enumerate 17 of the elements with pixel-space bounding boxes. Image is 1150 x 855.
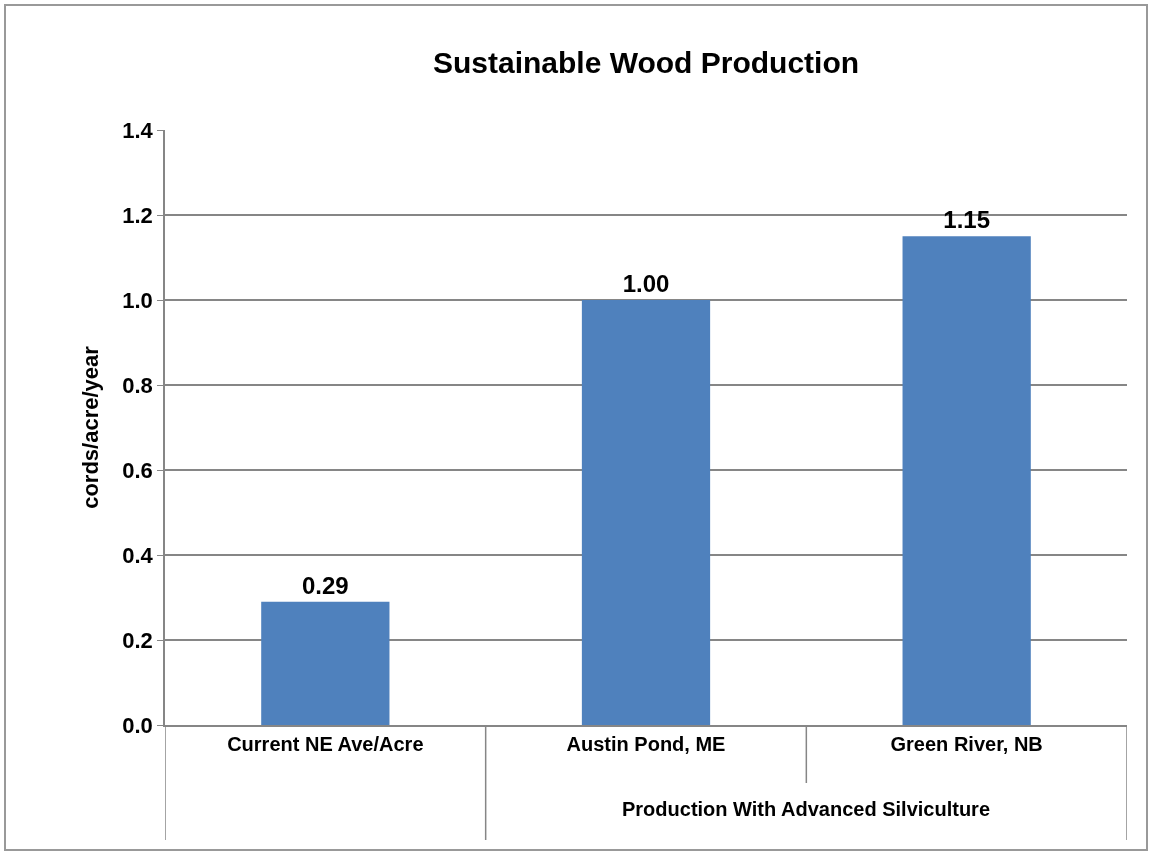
data-label: 0.29 <box>301 571 349 599</box>
x-tick-label: Current NE Ave/Acre <box>227 732 424 755</box>
y-tick-label: 1.0 <box>122 287 153 313</box>
y-tick-label: 0.0 <box>122 712 153 738</box>
x-tick-label: Green River, NB <box>890 732 1043 755</box>
data-label: 1.00 <box>622 270 670 297</box>
text: Production With Advanced Silviculture <box>622 798 991 820</box>
y-tick-label: 0.4 <box>122 542 154 568</box>
y-tick-label: 0.6 <box>122 457 153 483</box>
chart-title: Sustainable Wood Production <box>432 45 860 79</box>
y-tick-label: 1.2 <box>122 202 153 228</box>
y-tick-label: 0.2 <box>122 627 153 653</box>
x-tick-label: Austin Pond, ME <box>566 732 726 755</box>
y-tick-label: 1.4 <box>122 117 154 143</box>
y-axis-title: cords/acre/year <box>77 345 103 509</box>
y-tick-label: 0.8 <box>122 372 153 398</box>
data-label: 1.15 <box>943 206 991 234</box>
